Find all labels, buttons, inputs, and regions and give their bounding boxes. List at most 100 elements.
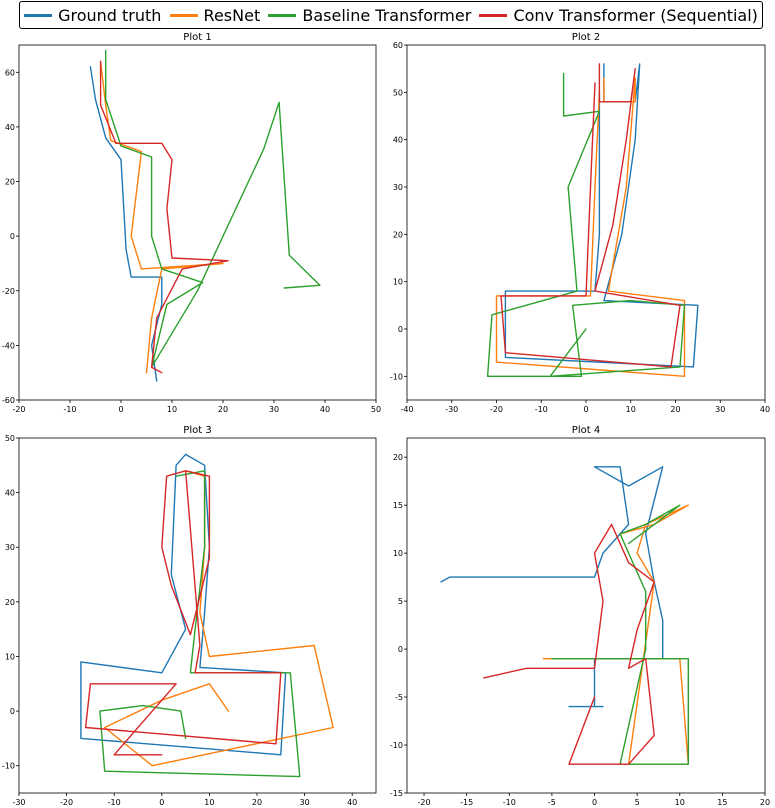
plot-2-xtick-label: 10 <box>626 405 636 414</box>
plot-2-ytick-label: 50 <box>393 88 403 97</box>
plot-4-ytick-label: 0 <box>398 645 403 654</box>
plot-4-ytick-label: 15 <box>393 501 403 510</box>
plot-2-series-resnet <box>495 77 686 377</box>
plot-3-series-baseline-transformer <box>99 470 301 778</box>
plot-1: Plot 1 -20 -10 0 10 20 30 40 50 -60 -40 -20 0 20 40 60 <box>2 32 381 414</box>
plot-1-ytick-label: 60 <box>5 68 15 77</box>
plot-4-xtick-label: 10 <box>675 798 685 807</box>
plot-1-ytick-label: -20 <box>2 287 15 296</box>
legend-swatch-baseline-transformer <box>268 13 297 17</box>
plot-4-series-conv-transformer-sequential <box>483 523 655 765</box>
plot-2-ytick-label: 30 <box>393 183 403 192</box>
plot-1-ytick-label: -40 <box>2 341 15 350</box>
plot-4-xtick-label: -15 <box>460 798 473 807</box>
plot-3-xtick-label: 30 <box>300 798 310 807</box>
plot-1-series-conv-transformer-sequential <box>99 60 229 374</box>
plot-2-series-ground-truth <box>504 63 699 368</box>
plot-4-xtick-label: -10 <box>503 798 516 807</box>
plot-4-series-ground-truth <box>440 466 664 708</box>
legend-item-ground-truth: Ground truth <box>24 6 161 25</box>
plot-2-ytick-label: 40 <box>393 136 403 145</box>
plot-3: Plot 3 -30 -20 -10 0 10 20 30 40 -10 0 10 20 30 40 50 <box>2 425 377 807</box>
plot-2-ytick-label: 0 <box>398 325 403 334</box>
plot-2-xtick-label: 40 <box>760 405 770 414</box>
plot-1-xtick-label: -20 <box>12 405 25 414</box>
legend-label-conv-transformer: Conv Transformer (Sequential) <box>513 5 758 25</box>
plot-2-xtick-label: -20 <box>490 405 503 414</box>
plot-3-series-conv-transformer-sequential <box>84 470 282 756</box>
plot-3-xtick-label: 20 <box>252 798 262 807</box>
plot-3-ytick-label: 20 <box>5 598 15 607</box>
legend-label-ground-truth: Ground truth <box>58 5 162 25</box>
plot-2-series-baseline-transformer <box>486 72 686 377</box>
plot-4-xtick-label: 15 <box>717 798 727 807</box>
plot-2-title: Plot 2 <box>572 32 600 43</box>
plot-2-series-conv-transformer-sequential <box>500 63 681 368</box>
plot-3-xtick-label: -30 <box>12 798 25 807</box>
plot-3-ytick-label: 0 <box>10 707 15 716</box>
plot-1-xtick-label: 10 <box>167 405 177 414</box>
plot-4-title: Plot 4 <box>572 425 600 436</box>
plot-3-ytick-label: 10 <box>5 652 15 661</box>
plot-3-ytick-label: 50 <box>5 434 15 443</box>
legend-swatch-resnet <box>169 13 198 17</box>
plot-4-series-resnet <box>542 504 689 765</box>
plot-1-xtick-label: 30 <box>269 405 279 414</box>
plot-3-xtick-label: 0 <box>159 798 164 807</box>
plot-2-frame <box>406 44 766 401</box>
plot-2-ytick-label: 20 <box>393 230 403 239</box>
plot-2-xtick-label: -10 <box>535 405 548 414</box>
plot-1-xtick-label: 0 <box>118 405 123 414</box>
legend-swatch-conv-transformer <box>479 13 508 17</box>
plot-2-xtick-label: 30 <box>715 405 725 414</box>
plot-3-xtick-label: 10 <box>204 798 214 807</box>
plot-4-ytick-label: 20 <box>393 453 403 462</box>
plot-3-xtick-label: -20 <box>60 798 73 807</box>
plot-2: Plot 2 -40 -30 -20 -10 0 10 20 30 40 -10 0 10 20 30 40 5… <box>390 32 770 414</box>
plot-1-ytick-label: 40 <box>5 123 15 132</box>
legend-label-baseline-transformer: Baseline Transformer <box>302 5 472 25</box>
legend-item-baseline-transformer: Baseline Transformer <box>268 6 471 25</box>
legend-item-conv-transformer: Conv Transformer (Sequential) <box>479 5 758 25</box>
plot-2-ytick-label: 60 <box>393 41 403 50</box>
plot-4-xtick-label: 0 <box>592 798 597 807</box>
plot-1-xtick-label: 40 <box>320 405 330 414</box>
plot-1-xtick-label: 20 <box>218 405 228 414</box>
plot-3-series-ground-truth <box>80 453 287 756</box>
legend-swatch-ground-truth <box>24 13 53 17</box>
plot-4-ytick-label: 5 <box>398 597 403 606</box>
legend: Ground truth ResNet Baseline Transformer… <box>19 1 763 29</box>
plot-1-xtick-label: 50 <box>371 405 381 414</box>
plot-4-xtick-label: 20 <box>760 798 770 807</box>
plot-3-xtick-label: -10 <box>108 798 121 807</box>
plot-3-series-resnet <box>104 470 334 767</box>
plot-4-frame <box>406 437 766 794</box>
plot-2-xtick-label: 0 <box>583 405 588 414</box>
plot-4-xtick-label: -20 <box>418 798 431 807</box>
plot-4-xtick-label: 5 <box>635 798 640 807</box>
plot-3-title: Plot 3 <box>183 425 211 436</box>
plot-4-ytick-label: -15 <box>390 789 403 798</box>
plot-3-ytick-label: 30 <box>5 543 15 552</box>
plot-1-xtick-label: -10 <box>63 405 76 414</box>
legend-label-resnet: ResNet <box>203 5 261 25</box>
plot-2-ytick-label: 10 <box>393 278 403 287</box>
plot-3-xtick-label: 40 <box>347 798 357 807</box>
plot-1-title: Plot 1 <box>183 32 211 43</box>
plot-1-ytick-label: -60 <box>2 396 15 405</box>
plot-2-xtick-label: -30 <box>445 405 458 414</box>
plot-4-ytick-label: -10 <box>390 741 403 750</box>
plot-2-xtick-label: 20 <box>670 405 680 414</box>
plot-4-series-baseline-transformer <box>551 504 689 765</box>
plot-1-ytick-label: 0 <box>10 232 15 241</box>
plot-2-xtick-label: -40 <box>400 405 413 414</box>
plot-1-series-ground-truth <box>89 66 163 382</box>
plot-4: Plot 4 -20 -15 -10 -5 0 5 10 15 20 -15 -10 -5 0 5 10 15 2… <box>390 425 770 807</box>
legend-item-resnet: ResNet <box>169 5 261 25</box>
plot-1-frame <box>18 44 377 401</box>
plot-4-ytick-label: -5 <box>395 693 403 702</box>
plot-1-series-baseline-transformer <box>105 49 321 368</box>
plot-3-ytick-label: -10 <box>2 762 15 771</box>
plot-2-ytick-label: -10 <box>390 372 403 381</box>
